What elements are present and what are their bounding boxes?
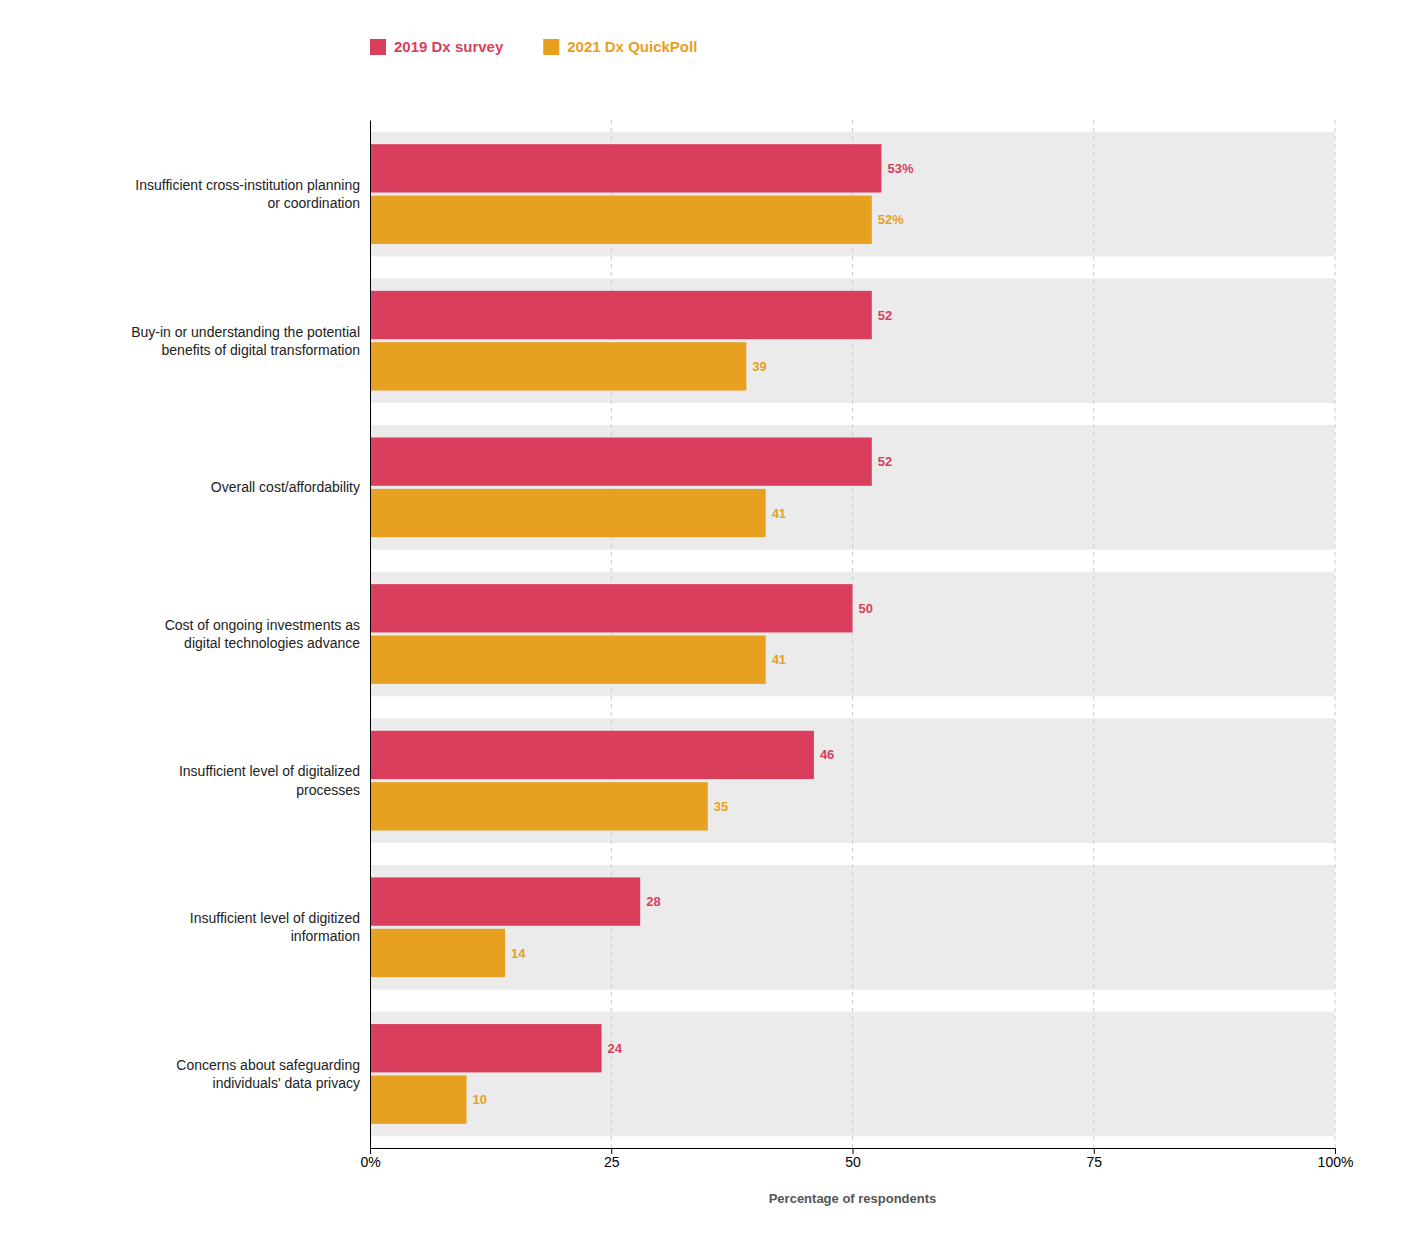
y-tick-label: Cost of ongoing investments as digital te…: [165, 617, 361, 651]
bar: [370, 489, 766, 537]
bar: [370, 584, 853, 632]
y-tick-label: Overall cost/affordability: [211, 479, 360, 495]
bar: [370, 437, 872, 485]
y-tick-label-line: digital technologies advance: [184, 635, 360, 651]
data-labels: 53% 52 52 50 46 28 24: [608, 161, 914, 1056]
y-tick-label-line: processes: [296, 782, 360, 798]
y-axis-line: [370, 121, 371, 1149]
y-tick-label: Concerns about safeguarding individuals' …: [176, 1057, 360, 1091]
data-label: 52: [878, 308, 892, 323]
y-tick-label-line: Cost of ongoing investments as: [165, 617, 360, 633]
y-tick: Insufficient level of digitalized process…: [179, 763, 370, 797]
y-tick-label-line: Insufficient cross-institution planning: [135, 177, 360, 193]
y-tick: Insufficient level of digitized informati…: [190, 910, 370, 944]
data-label: 24: [608, 1041, 623, 1056]
bar: [370, 144, 881, 192]
data-label: 46: [820, 747, 834, 762]
x-axis: 0% 25 50 75 100%: [360, 1148, 1353, 1170]
data-label: 10: [473, 1092, 487, 1107]
x-tick-label: 25: [604, 1154, 620, 1170]
chart: 53%52525046282452%3941413514100%25507510…: [0, 0, 1405, 1238]
data-label: 41: [772, 506, 786, 521]
y-tick-label-line: or coordination: [267, 195, 360, 211]
y-tick-label: Buy-in or understanding the potential ben…: [131, 324, 360, 358]
grid-line: [1335, 120, 1336, 1148]
y-tick-label: Insufficient level of digitized informati…: [190, 910, 360, 944]
y-tick-label-line: benefits of digital transformation: [162, 342, 360, 358]
legend-swatch: [543, 39, 559, 55]
bar: [370, 291, 872, 339]
y-tick-label-line: Concerns about safeguarding: [176, 1057, 360, 1073]
data-label: 52: [878, 454, 892, 469]
x-tick-label: 100%: [1318, 1154, 1354, 1170]
x-tick-label: 0%: [360, 1154, 380, 1170]
data-labels: 52% 39 41 41 35 14 10: [473, 212, 905, 1107]
legend-swatch: [370, 39, 386, 55]
legend-item: 2019 Dx survey: [370, 38, 504, 56]
data-label: 35: [714, 799, 728, 814]
grid-line: [1093, 120, 1094, 1148]
y-axis: Insufficient cross-institution planning o…: [131, 121, 370, 1149]
bar: [370, 929, 505, 977]
legend-label: 2021 Dx QuickPoll: [567, 38, 697, 55]
y-tick-label-line: individuals' data privacy: [213, 1075, 360, 1091]
y-tick: Cost of ongoing investments as digital te…: [165, 617, 370, 651]
y-tick-label-line: Insufficient level of digitized: [190, 910, 360, 926]
x-axis-title: Percentage of respondents: [769, 1191, 937, 1206]
grid-line: [611, 120, 612, 1148]
bar: [370, 1075, 467, 1123]
grid-line: [852, 120, 853, 1148]
y-tick: Overall cost/affordability: [211, 479, 370, 495]
data-label: 39: [752, 359, 766, 374]
data-label: 28: [646, 894, 660, 909]
y-tick: Insufficient cross-institution planning o…: [135, 177, 370, 211]
legend-item: 2021 Dx QuickPoll: [543, 38, 697, 56]
data-label: 53%: [887, 161, 913, 176]
legend: 2019 Dx survey 2021 Dx QuickPoll: [370, 38, 697, 56]
bar: [370, 636, 766, 684]
grid: [611, 120, 1335, 1148]
x-tick: 100%: [1318, 1148, 1354, 1170]
y-tick-label-line: information: [291, 928, 360, 944]
bar: [370, 1024, 602, 1072]
x-tick-label: 75: [1086, 1154, 1102, 1170]
bar-series: [370, 144, 881, 1072]
x-tick: 75: [1086, 1148, 1102, 1170]
y-tick: Buy-in or understanding the potential ben…: [131, 324, 370, 358]
x-tick-label: 50: [845, 1154, 861, 1170]
y-tick: Concerns about safeguarding individuals' …: [176, 1057, 370, 1091]
bars: [370, 144, 881, 1124]
x-tick: 25: [604, 1148, 620, 1170]
x-tick: 0%: [360, 1148, 380, 1170]
plot: 53%52525046282452%3941413514100%25507510…: [131, 120, 1353, 1170]
y-tick-label: Insufficient cross-institution planning o…: [135, 177, 360, 211]
data-label: 14: [511, 946, 526, 961]
bar: [370, 782, 708, 830]
bar: [370, 342, 746, 390]
data-label: 52%: [878, 212, 904, 227]
y-tick-label: Insufficient level of digitalized process…: [179, 763, 360, 797]
y-tick-label-line: Buy-in or understanding the potential: [131, 324, 360, 340]
y-tick-label-line: Overall cost/affordability: [211, 479, 360, 495]
bar-series: [370, 196, 872, 1124]
bar: [370, 731, 814, 779]
y-tick-label-line: Insufficient level of digitalized: [179, 763, 360, 779]
bar: [370, 196, 872, 244]
x-tick: 50: [845, 1148, 861, 1170]
data-label: 50: [859, 601, 873, 616]
data-label: 41: [772, 652, 786, 667]
bar: [370, 877, 640, 925]
legend-label: 2019 Dx survey: [394, 38, 504, 55]
